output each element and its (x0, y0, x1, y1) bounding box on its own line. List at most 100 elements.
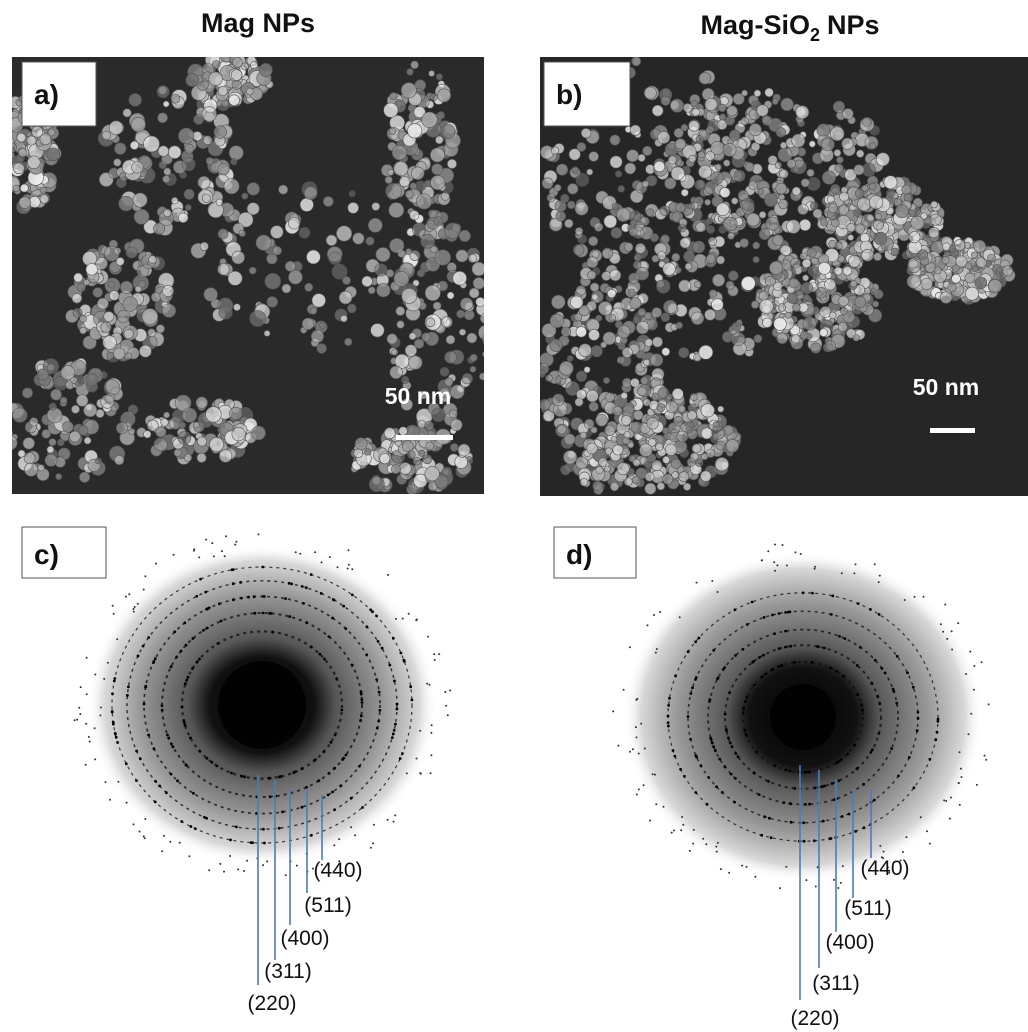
spot (198, 658, 201, 661)
spot (855, 563, 857, 565)
spot (758, 793, 761, 796)
particle (372, 203, 380, 211)
particle (691, 312, 704, 325)
particle (385, 176, 392, 183)
particle (100, 372, 107, 379)
spot (949, 818, 951, 820)
particle (692, 444, 701, 453)
spot (681, 816, 683, 818)
particle (587, 257, 598, 268)
spot (856, 767, 859, 770)
particle (104, 311, 114, 321)
particle (40, 195, 49, 204)
spot (172, 745, 175, 748)
spot (742, 648, 745, 651)
particle (822, 138, 835, 151)
particle (472, 262, 486, 276)
spot (970, 713, 972, 715)
spot (393, 680, 396, 683)
spot (144, 685, 147, 688)
particle (24, 453, 35, 464)
spot (629, 646, 631, 648)
particle (701, 428, 712, 439)
particle (101, 395, 114, 408)
spot (735, 752, 738, 755)
spot (232, 598, 235, 601)
spot (959, 804, 961, 806)
particle (132, 162, 144, 174)
particle (203, 136, 212, 145)
spot (253, 595, 256, 598)
spot (396, 703, 399, 706)
spot (773, 632, 776, 635)
particle (825, 279, 836, 290)
spot (814, 566, 816, 568)
particle (807, 169, 814, 176)
particle (467, 333, 477, 343)
spot (85, 723, 87, 725)
spot (111, 711, 114, 714)
spot (183, 622, 186, 625)
particle (763, 318, 773, 328)
spot (444, 691, 446, 693)
particle (445, 223, 460, 238)
spot (831, 595, 834, 598)
spot (612, 710, 614, 712)
spot (153, 747, 156, 750)
spot (770, 836, 773, 839)
particle (256, 235, 271, 250)
particle (741, 276, 755, 290)
spot (856, 664, 859, 667)
particle (390, 93, 397, 100)
spot (629, 751, 631, 753)
particle (637, 387, 646, 396)
particle (695, 281, 702, 288)
particle (741, 117, 749, 125)
particle (409, 356, 423, 370)
particle (249, 267, 256, 274)
particle (942, 257, 949, 264)
particle (706, 449, 715, 458)
spot (153, 660, 156, 663)
spot (335, 677, 338, 680)
particle (800, 253, 806, 259)
spot (328, 772, 331, 775)
particle (572, 167, 579, 174)
spot (829, 667, 832, 670)
particle (95, 458, 101, 464)
particle (229, 95, 240, 106)
spot (182, 719, 185, 722)
spot (428, 684, 430, 686)
particle (731, 198, 738, 205)
particle (613, 445, 623, 455)
particle (624, 243, 633, 252)
particle (698, 152, 705, 159)
particle (801, 179, 809, 187)
particle (965, 273, 975, 283)
particle (668, 156, 676, 164)
particle (302, 318, 314, 330)
spot (179, 842, 181, 844)
particle (971, 252, 978, 259)
spot (969, 651, 971, 653)
particle (779, 200, 788, 209)
particle (134, 209, 149, 224)
spot (211, 542, 213, 544)
spot (430, 732, 432, 734)
particle (645, 339, 653, 347)
spot (905, 836, 907, 838)
spot (763, 815, 766, 818)
spot (288, 582, 291, 585)
particle (829, 312, 836, 319)
particle (727, 106, 738, 117)
spot (192, 792, 195, 795)
particle (787, 159, 796, 168)
spot (116, 741, 119, 744)
spot (742, 708, 745, 711)
ring-index: (220) (790, 1007, 839, 1030)
spot (221, 550, 223, 552)
particle (803, 317, 816, 330)
particle (391, 464, 400, 473)
spot (358, 765, 361, 768)
particle (592, 294, 598, 300)
